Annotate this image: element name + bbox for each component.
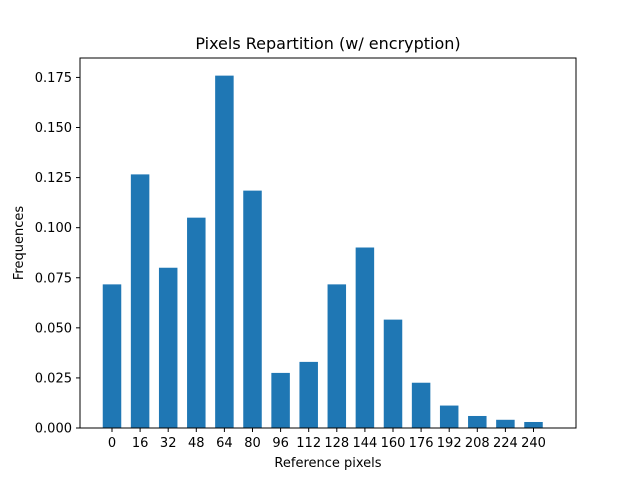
y-axis-label: Frequences (12, 206, 27, 280)
bar-16 (130, 174, 150, 428)
x-tick-label: 240 (521, 436, 546, 451)
y-tick-label: 0.100 (35, 221, 72, 236)
y-axis: 0.000 0.025 0.050 0.075 0.100 0.125 0.150 0.175 (35, 71, 80, 437)
bar-64 (215, 75, 234, 428)
bar-32 (158, 267, 178, 428)
x-tick-label: 48 (188, 436, 205, 451)
bar-0 (102, 284, 122, 428)
x-tick-label: 32 (160, 436, 177, 451)
y-tick-label: 0.000 (35, 422, 72, 437)
y-tick-label: 0.175 (35, 71, 72, 86)
y-tick-label: 0.150 (35, 121, 72, 136)
bar-96 (271, 372, 290, 428)
x-tick-label: 0 (108, 436, 116, 451)
plot-frame (79, 57, 577, 429)
bar-144 (355, 247, 375, 428)
bar-240 (524, 421, 543, 428)
x-tick-label: 64 (216, 436, 233, 451)
bar-176 (411, 382, 431, 428)
bar-112 (299, 361, 318, 428)
bars-group (102, 75, 543, 428)
x-tick-label: 160 (381, 436, 406, 451)
x-axis: 0 16 32 48 64 80 96 112 128 144 160 176 192 208 224 240 (108, 428, 546, 451)
x-tick-label: 128 (324, 436, 349, 451)
bar-160 (383, 319, 403, 428)
x-tick-label: 96 (272, 436, 289, 451)
bar-80 (243, 190, 262, 428)
x-tick-label: 176 (409, 436, 434, 451)
x-tick-label: 224 (493, 436, 518, 451)
x-tick-label: 80 (244, 436, 261, 451)
x-axis-label: Reference pixels (274, 456, 381, 471)
x-tick-label: 208 (465, 436, 490, 451)
x-tick-label: 144 (352, 436, 377, 451)
y-tick-label: 0.025 (35, 371, 72, 386)
bar-208 (468, 415, 487, 428)
y-tick-label: 0.125 (35, 171, 72, 186)
x-tick-label: 192 (437, 436, 462, 451)
y-tick-label: 0.050 (35, 321, 72, 336)
chart-title: Pixels Repartition (w/ encryption) (195, 34, 460, 53)
bar-224 (496, 419, 515, 428)
bar-48 (187, 217, 206, 428)
bar-192 (439, 405, 459, 428)
x-tick-label: 112 (296, 436, 321, 451)
bar-128 (327, 284, 347, 428)
y-tick-label: 0.075 (35, 271, 72, 286)
x-tick-label: 16 (132, 436, 149, 451)
